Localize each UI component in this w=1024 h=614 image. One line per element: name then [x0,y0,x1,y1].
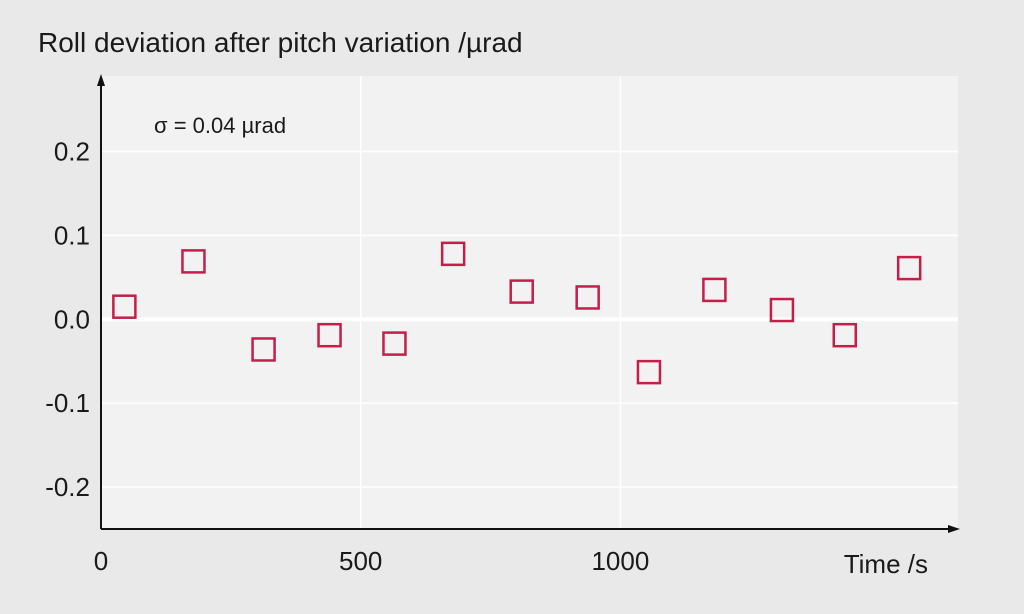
axes [97,74,960,533]
x-tick-label: 1000 [591,546,649,576]
y-axis-arrow [97,74,105,86]
grid [101,76,958,529]
data-point [896,255,922,281]
data-point [251,337,276,362]
y-tick-label: 0.2 [54,137,90,167]
data-point [112,294,137,319]
y-tick-label: 0.1 [54,220,90,250]
x-axis-arrow [948,525,960,533]
chart-title: Roll deviation after pitch variation /µr… [38,27,523,58]
data-point [832,322,858,348]
y-tick-label: -0.2 [45,472,90,502]
x-tick-labels: 0 500 1000 [94,546,650,576]
data-point [440,241,466,267]
data-point [702,277,727,303]
data-point [575,285,600,310]
sigma-annotation: σ = 0.04 µrad [154,113,286,138]
x-axis-label: Time /s [844,549,928,579]
data-point [317,322,342,348]
x-tick-label: 500 [339,546,382,576]
y-tick-label: 0.0 [54,304,90,334]
data-point [769,297,795,323]
x-tick-label: 0 [94,546,108,576]
data-point [181,249,206,274]
data-point [636,359,662,385]
y-tick-labels: 0.2 0.1 0.0 -0.1 -0.2 [45,137,90,503]
data-point [382,331,407,356]
y-tick-label: -0.1 [45,388,90,418]
data-point [509,279,534,304]
data-series [112,241,922,385]
